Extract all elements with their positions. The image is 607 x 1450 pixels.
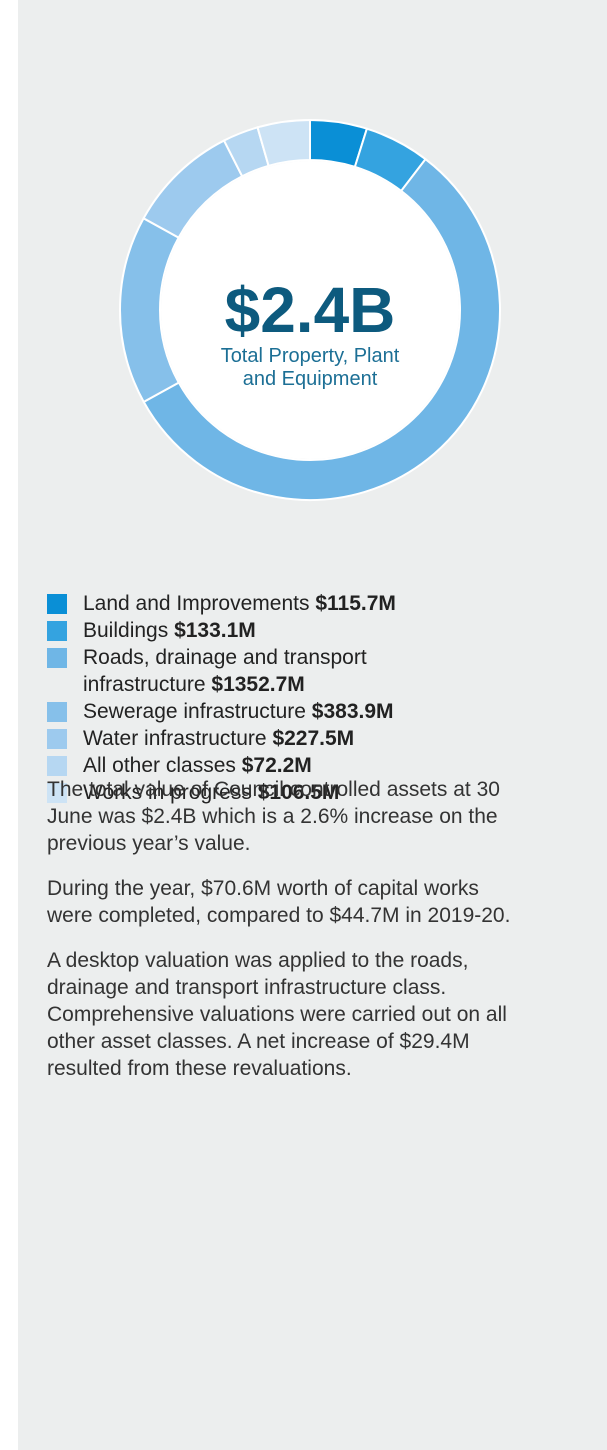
donut-hole <box>161 161 459 459</box>
legend-label: Sewerage infrastructure <box>83 700 306 723</box>
legend-item: Works in progress $106.5M <box>47 779 483 806</box>
paragraph: A desktop valuation was applied to the r… <box>47 949 507 1080</box>
legend-label: Works in progress <box>83 781 252 804</box>
legend-item: Sewerage infrastructure $383.9M <box>47 698 483 725</box>
legend-swatch <box>47 621 67 641</box>
legend-item: Land and Improvements $115.7M <box>47 590 483 617</box>
donut-segment <box>256 118 311 168</box>
legend-value: $115.7M <box>315 592 396 615</box>
legend-swatch <box>47 783 67 803</box>
center-label: Total Property, Plant and Equipment <box>220 345 400 390</box>
legend: Land and Improvements $115.7M Buildings $… <box>47 590 567 806</box>
legend-swatch <box>47 756 67 776</box>
legend-value: $227.5M <box>272 727 355 750</box>
legend-value: $1352.7M <box>211 673 305 696</box>
legend-value: $106.5M <box>257 781 340 804</box>
paragraph: During the year, $70.6M worth of capital… <box>47 877 511 927</box>
legend-label: Land and Improvements <box>83 592 310 615</box>
legend-label: All other classes <box>83 754 236 777</box>
paragraph: The total value of Council controlled as… <box>47 778 500 855</box>
legend-label: Water infrastructure <box>83 727 267 750</box>
center-value: $2.4B <box>224 274 396 346</box>
legend-item: All other classes $72.2M <box>47 752 483 779</box>
legend-item: Water infrastructure $227.5M <box>47 725 483 752</box>
legend-value: $133.1M <box>174 619 256 642</box>
legend-value: $383.9M <box>311 700 394 723</box>
donut-chart <box>119 118 501 501</box>
center: $2.4B Total Property, Plant and Equipmen… <box>170 275 450 391</box>
legend-label: Roads, drainage and transport infrastruc… <box>83 646 367 696</box>
legend-swatch <box>47 648 67 668</box>
legend-value: $72.2M <box>241 754 312 777</box>
legend-swatch <box>47 594 67 614</box>
legend-swatch <box>47 702 67 722</box>
legend-label: Buildings <box>83 619 169 642</box>
legend-swatch <box>47 729 67 749</box>
legend-item: Buildings $133.1M <box>47 617 483 644</box>
legend-item: Roads, drainage and transport infrastruc… <box>47 644 483 698</box>
donut-segment <box>142 157 501 501</box>
body-text: The total value of Council controlled as… <box>47 776 517 1100</box>
